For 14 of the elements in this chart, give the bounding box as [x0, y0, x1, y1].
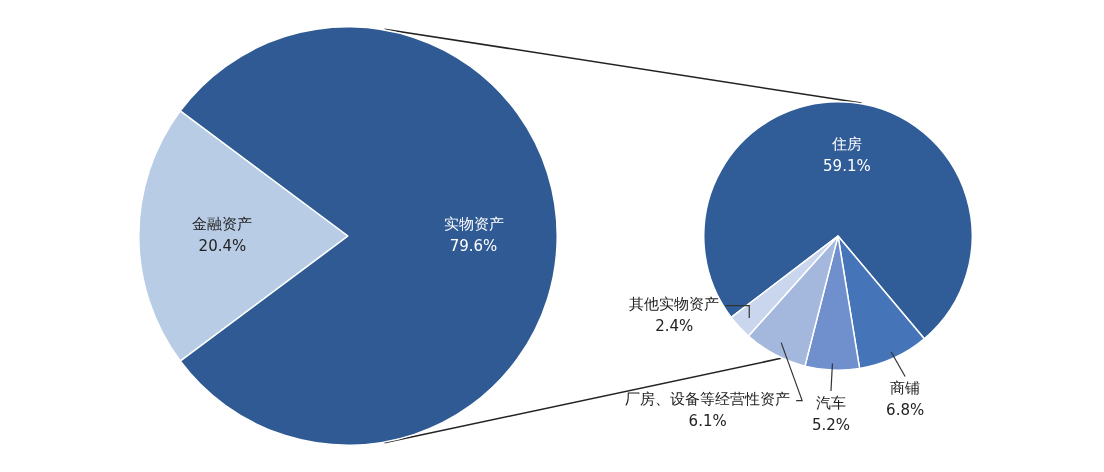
slice-label: 实物资产: [443, 214, 504, 233]
data-label: 5.2%: [811, 415, 851, 434]
slice-label: 住房: [830, 134, 862, 153]
slice-label: 其他实物资产: [629, 295, 720, 314]
data-label: 6.8%: [886, 401, 925, 420]
data-label: 2.4%: [655, 317, 694, 336]
slice-label: 汽车: [815, 393, 846, 412]
slice-label: 商铺: [890, 379, 921, 398]
data-label: 79.6%: [449, 236, 498, 255]
data-label: 59.1%: [823, 156, 871, 175]
data-label: 6.1%: [688, 412, 727, 431]
data-label: 20.4%: [198, 236, 247, 255]
slice-label: 厂房、设备等经营性资产: [625, 390, 791, 409]
slice-label: 金融资产: [192, 214, 253, 233]
